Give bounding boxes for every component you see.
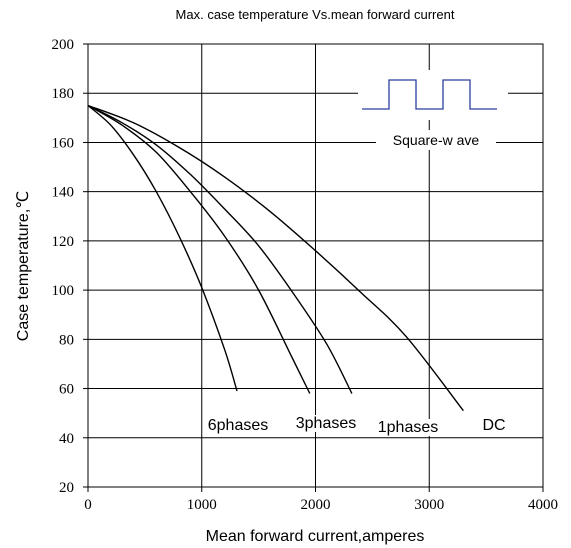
y-tick-label: 20: [59, 480, 74, 496]
y-tick-label: 180: [52, 86, 75, 102]
y-tick-label: 40: [59, 431, 74, 447]
series-label-bg: [480, 417, 508, 434]
series-line-3phases: [87, 104, 311, 394]
square-wave-icon: [362, 79, 497, 110]
y-tick-label: 140: [52, 185, 75, 201]
series-label-bg: [205, 417, 271, 434]
series-label-3phases: 3phases: [296, 415, 357, 432]
y-tick-label: 200: [52, 37, 75, 53]
inset-label: Square-w ave: [393, 132, 480, 148]
y-axis-label: Case temperature,℃: [15, 191, 32, 342]
chart-title: Max. case temperature Vs.mean forward cu…: [176, 7, 455, 22]
curve-labels: 6phases 3phases 1phases DC: [205, 415, 508, 436]
series-line-1phases: [87, 104, 353, 394]
series-label-1phases: 1phases: [378, 419, 439, 436]
y-tick-label: 80: [59, 332, 74, 348]
series-label-bg: [375, 419, 441, 436]
y-tick-label: 60: [59, 382, 74, 398]
square-wave-inset: Square-w ave: [358, 70, 508, 150]
x-tick-label: 3000: [414, 497, 444, 513]
y-tick-label: 100: [52, 283, 75, 299]
series-label-dc: DC: [482, 417, 505, 434]
y-tick-label: 160: [52, 135, 75, 151]
inset-label-bg: [376, 130, 496, 150]
x-tick-label: 1000: [187, 497, 217, 513]
plot-frame: [87, 43, 544, 488]
x-axis-label: Mean forward current,amperes: [206, 528, 425, 545]
series-line-6phases: [87, 104, 238, 392]
inset-wave-bg: [358, 70, 508, 120]
y-tick-label: 120: [52, 234, 75, 250]
series-curves: [87, 104, 464, 412]
series-line-dc: [87, 104, 464, 412]
x-tick-label: 0: [84, 497, 92, 513]
series-label-6phases: 6phases: [208, 417, 269, 434]
series-label-bg: [293, 415, 359, 432]
x-tick-label: 2000: [301, 497, 331, 513]
x-tick-label: 4000: [528, 497, 558, 513]
